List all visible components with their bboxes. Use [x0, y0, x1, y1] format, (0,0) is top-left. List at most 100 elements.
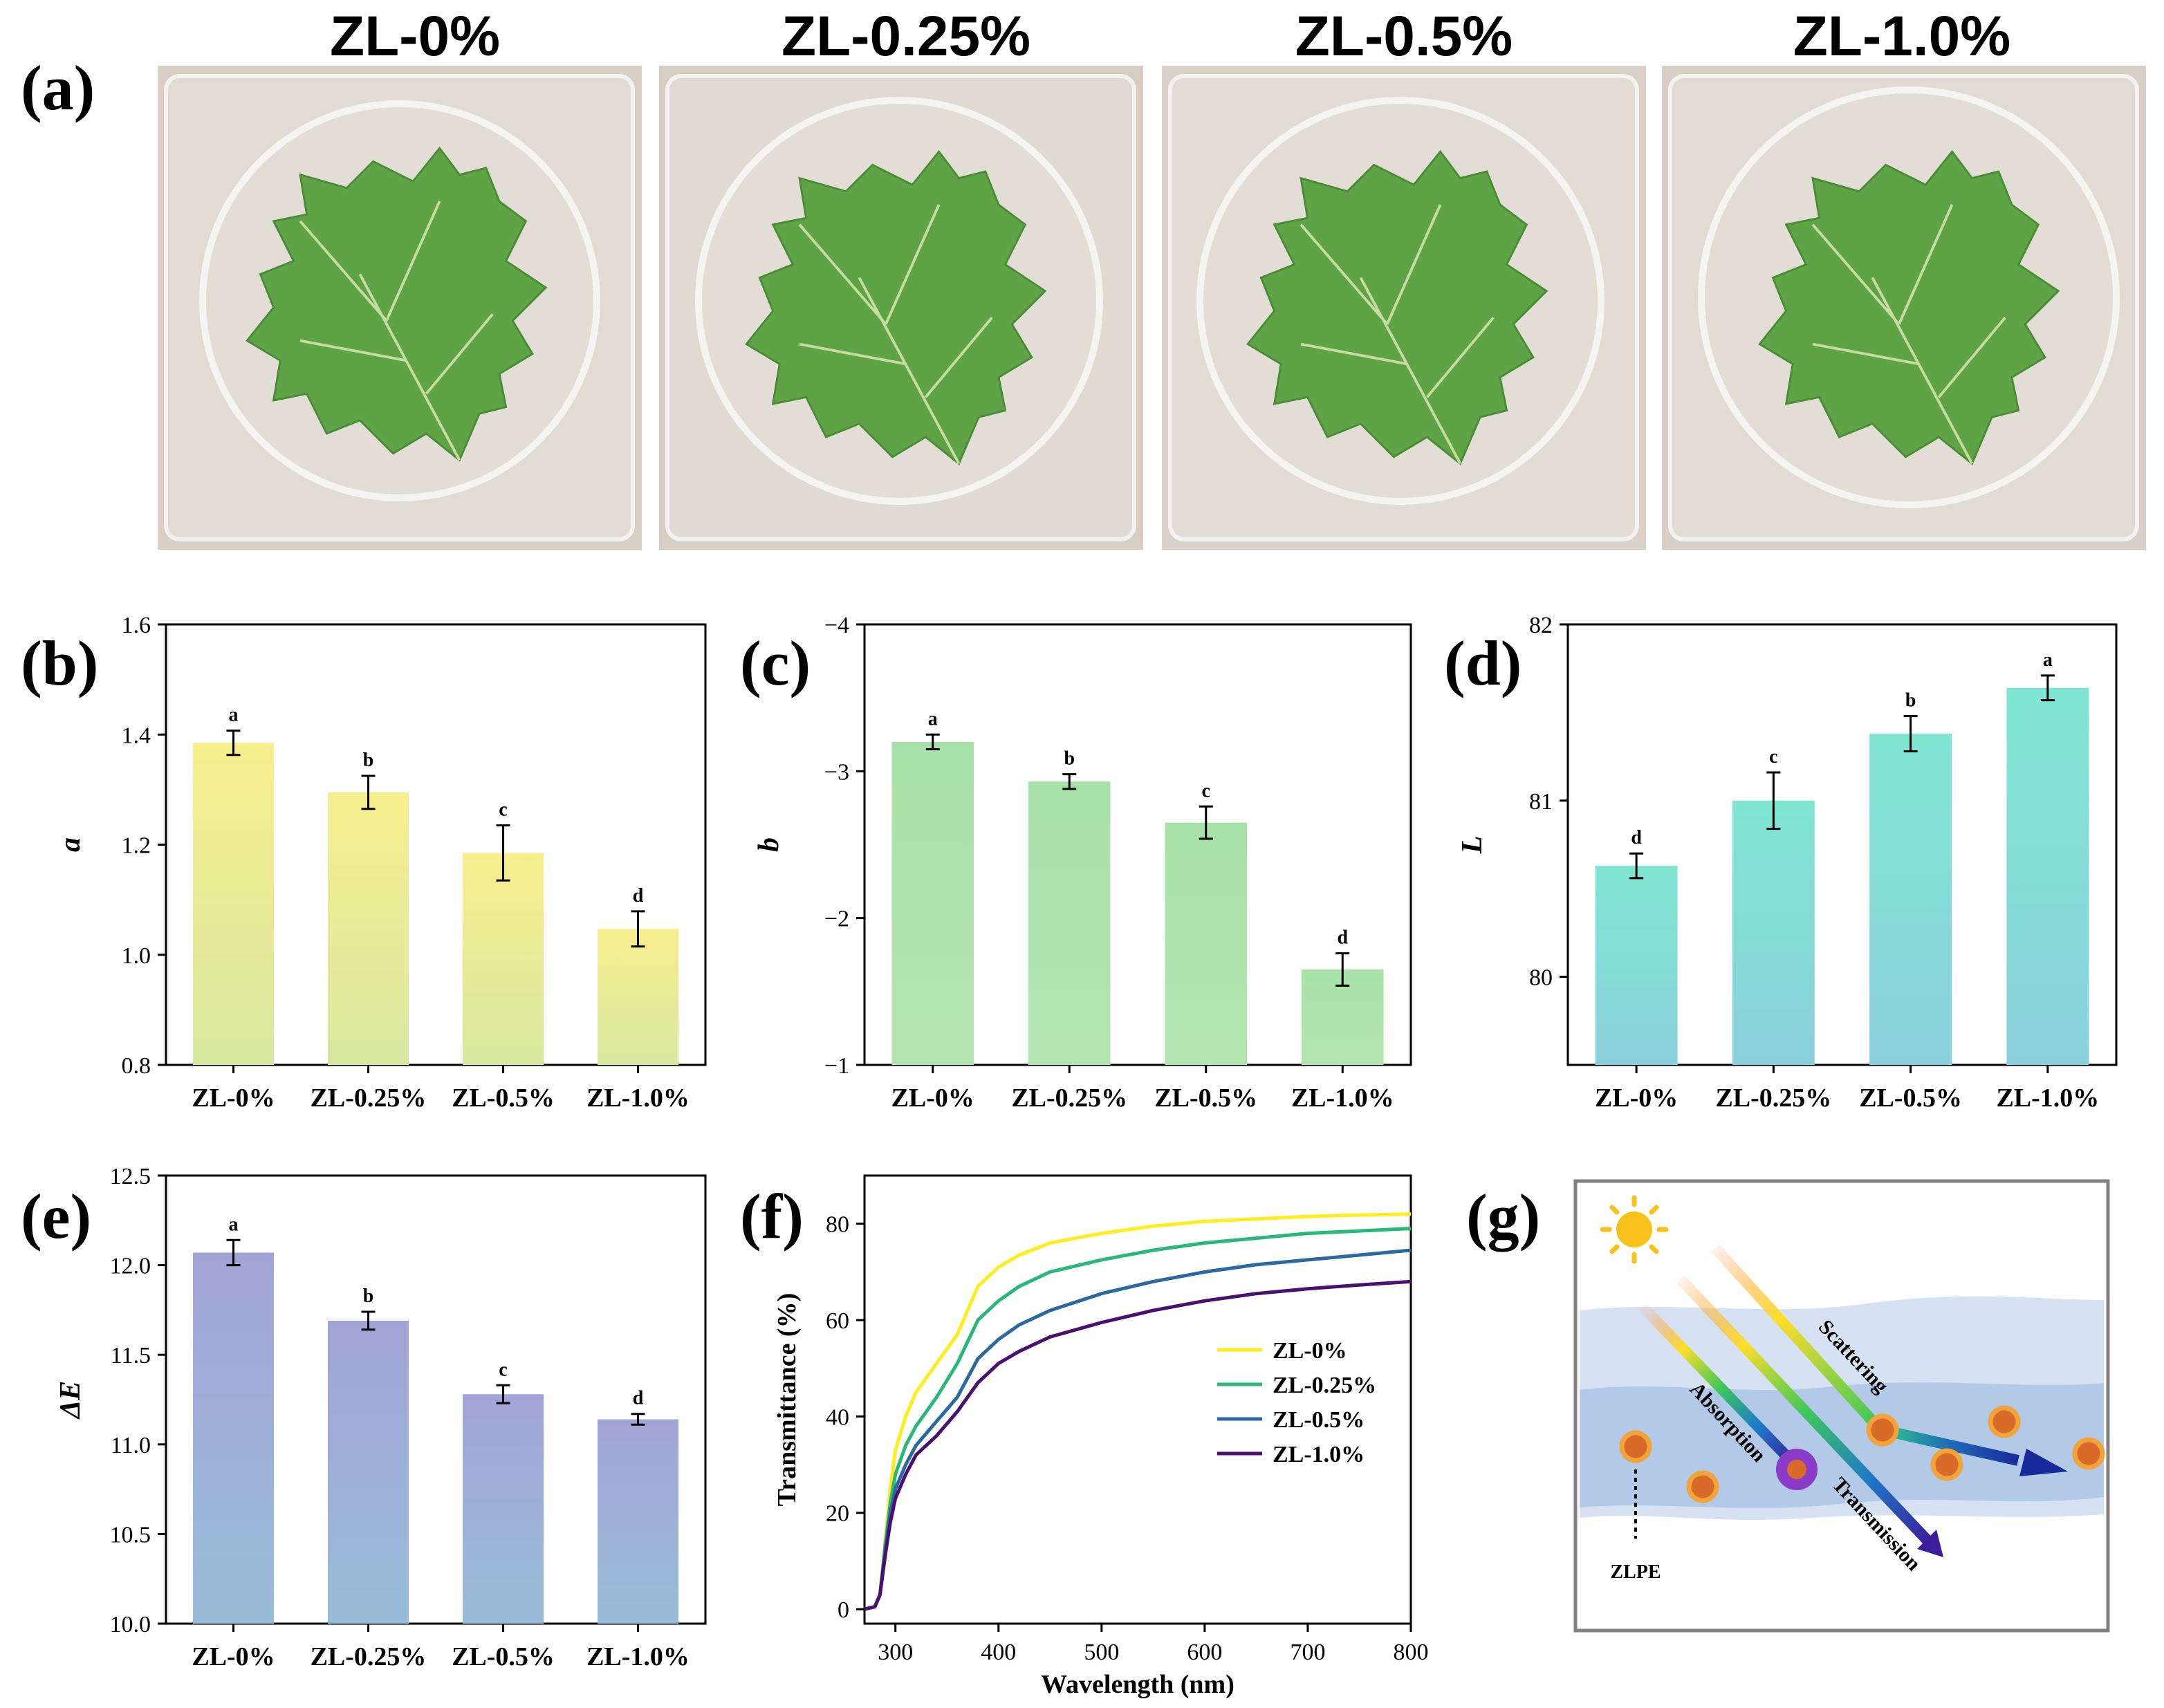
panel-label-f: (f) [740, 1181, 804, 1252]
error-bar [1335, 952, 1350, 987]
photo-title: ZL-0.25% [782, 5, 1030, 68]
error-bar [1199, 805, 1213, 840]
error-bar [2040, 674, 2055, 702]
zlpe-particles [1619, 1405, 2105, 1503]
error-bar [1062, 773, 1077, 790]
significance-letter: b [1905, 689, 1916, 711]
diagram-g: ZLPE Scattering Absorption Transmission [1573, 1179, 2110, 1633]
arrow-head-scattering [2019, 1449, 2068, 1476]
panel-label-b: (b) [21, 628, 98, 698]
chart-e-delta-e: a ZL-0% b ZL-0.25% c ZL-0.5% d ZL-1.0% 10.0 10.5 1… [55, 1164, 707, 1671]
error-bar [925, 733, 940, 750]
error-bar [1903, 715, 1918, 752]
bar [2006, 687, 2089, 1065]
chart-c-b-value: a ZL-0% b ZL-0.25% c ZL-0.5% d ZL-1.0% −1 −2 −3 −4 b [753, 613, 1412, 1113]
y-tick-label: 12.5 [110, 1164, 151, 1189]
x-axis-label: Wavelength (nm) [1041, 1670, 1234, 1699]
legend-label: ZL-0.5% [1273, 1407, 1365, 1433]
x-tick-label: ZL-0% [891, 1084, 974, 1113]
y-axis-label: a [55, 837, 86, 852]
y-tick-label: −2 [824, 907, 849, 932]
significance-letter: c [1769, 746, 1777, 768]
y-tick-label: 1.6 [122, 613, 151, 638]
y-tick-label: 11.0 [111, 1433, 151, 1458]
panel-label-e: (e) [21, 1181, 91, 1252]
y-tick-label: 81 [1529, 789, 1553, 815]
chart-b-a-value: a ZL-0% b ZL-0.25% c ZL-0.5% d ZL-1.0% 0.8 1.0 1.2… [55, 613, 707, 1113]
photo-zl-0-5: ZL-0.5% [1162, 5, 1646, 550]
photo-title: ZL-1.0% [1793, 5, 2010, 68]
light-ray-absorbed [1640, 1305, 1800, 1470]
x-tick-label: ZL-0.5% [452, 1642, 555, 1671]
y-tick-label: −4 [824, 613, 849, 638]
panel-label-a: (a) [21, 53, 95, 123]
particle [1930, 1448, 1963, 1481]
bar [1869, 733, 1952, 1065]
significance-letter: a [2043, 649, 2053, 671]
leaf-vein [1811, 204, 2006, 465]
significance-letter: c [1202, 780, 1210, 801]
x-tick-label: 500 [1084, 1640, 1119, 1665]
significance-letter: b [363, 1285, 374, 1307]
chart-d-l-value: d ZL-0% c ZL-0.25% b ZL-0.5% a ZL-1.0% 80 81 82 L [1456, 613, 2118, 1113]
significance-letter: b [363, 750, 374, 771]
y-tick-label: 1.4 [122, 723, 151, 748]
leaf-icon [745, 149, 1047, 465]
error-bar [226, 730, 241, 756]
x-tick-label: 400 [981, 1640, 1016, 1665]
y-tick-label: 60 [826, 1308, 849, 1334]
y-tick-label: 40 [826, 1404, 849, 1430]
y-tick-label: 82 [1529, 613, 1553, 638]
y-tick-label: 1.2 [122, 833, 151, 859]
significance-letter: c [499, 1359, 507, 1380]
panel-label-d: (d) [1444, 628, 1522, 698]
photo-title: ZL-0.5% [1295, 5, 1513, 68]
panel-label-c: (c) [740, 628, 811, 698]
x-tick-label: 300 [878, 1640, 913, 1665]
leaf-icon [1246, 149, 1548, 465]
y-tick-label: 20 [826, 1501, 849, 1527]
significance-letter: d [1631, 827, 1642, 848]
y-axis-label: b [753, 837, 785, 852]
series-line [864, 1279, 1412, 1611]
particle [1686, 1470, 1719, 1503]
photo-zl-0-25: ZL-0.25% [659, 5, 1143, 550]
legend-label: ZL-0.25% [1273, 1373, 1376, 1398]
bar [1028, 781, 1111, 1065]
plot-frame [1566, 623, 2118, 1066]
y-axis-label: ΔE [55, 1381, 86, 1420]
plot-frame [863, 1174, 1412, 1625]
x-tick-label: 800 [1394, 1640, 1429, 1665]
plot-frame [165, 1174, 707, 1625]
y-tick-label: 10.5 [110, 1522, 151, 1548]
x-tick-label: ZL-0.25% [1715, 1084, 1831, 1113]
x-tick-label: ZL-1.0% [586, 1642, 690, 1671]
bar [328, 1320, 409, 1624]
significance-letter: d [1337, 927, 1348, 949]
bar [1595, 866, 1678, 1065]
panel-label-g: (g) [1466, 1181, 1540, 1252]
x-tick-label: ZL-1.0% [1996, 1084, 2099, 1113]
x-tick-label: 700 [1290, 1640, 1325, 1665]
light-ray-transmitted [1676, 1275, 1935, 1548]
particle-absorber [1776, 1449, 1818, 1490]
particle [2072, 1437, 2105, 1470]
legend-label: ZL-1.0% [1273, 1442, 1365, 1467]
error-bar [496, 1384, 510, 1404]
x-tick-label: ZL-1.0% [586, 1084, 690, 1113]
error-bar [226, 1238, 241, 1267]
error-bar [1766, 771, 1781, 830]
y-tick-label: 0.8 [122, 1053, 151, 1079]
x-tick-label: ZL-0.25% [1011, 1084, 1127, 1113]
bar [1732, 800, 1815, 1065]
significance-letter: a [928, 708, 938, 730]
sun-core [1616, 1212, 1652, 1247]
error-bar [361, 1310, 376, 1331]
x-tick-label: ZL-0.5% [1154, 1084, 1257, 1113]
bar [891, 741, 974, 1065]
y-tick-label: −1 [824, 1053, 849, 1079]
leaf-vein [798, 204, 993, 465]
x-tick-label: ZL-1.0% [1291, 1084, 1394, 1113]
y-axis-label: L [1456, 836, 1488, 855]
